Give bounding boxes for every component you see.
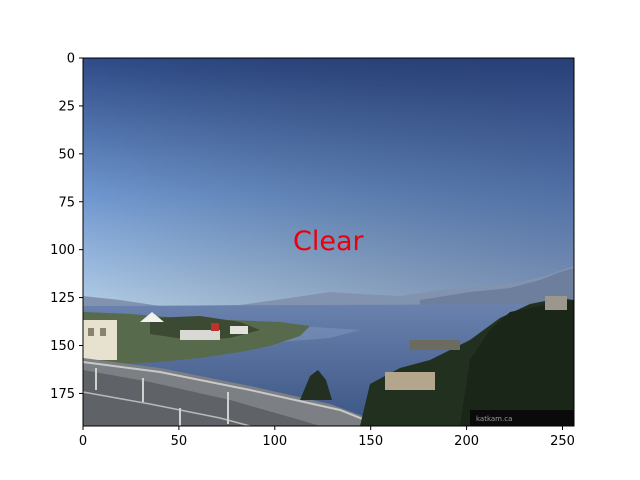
x-tick-label: 50 [171,434,188,449]
y-tick-label: 50 [58,147,75,162]
watermark-text: katkam.ca [476,415,512,423]
x-axis: 0 50 100 150 200 250 [79,426,575,449]
x-tick-label: 150 [358,434,383,449]
x-tick-label: 250 [550,434,575,449]
y-tick-label: 25 [58,99,75,114]
y-tick-label: 125 [50,291,75,306]
y-axis: 0 25 50 75 100 125 150 175 [50,52,83,402]
x-tick-label: 100 [262,434,287,449]
y-tick-label: 75 [58,195,75,210]
y-tick-label: 175 [50,387,75,402]
axes-frame [82,57,575,427]
y-tick-label: 100 [50,243,75,258]
y-tick-label: 150 [50,339,75,354]
y-tick-label: 0 [67,52,75,67]
overlay-label: Clear [293,226,365,257]
webcam-photo: katkam.ca [83,58,574,426]
watermark-bar [470,410,574,426]
x-tick-label: 0 [79,434,87,449]
building-left [83,320,117,360]
x-tick-label: 200 [454,434,479,449]
